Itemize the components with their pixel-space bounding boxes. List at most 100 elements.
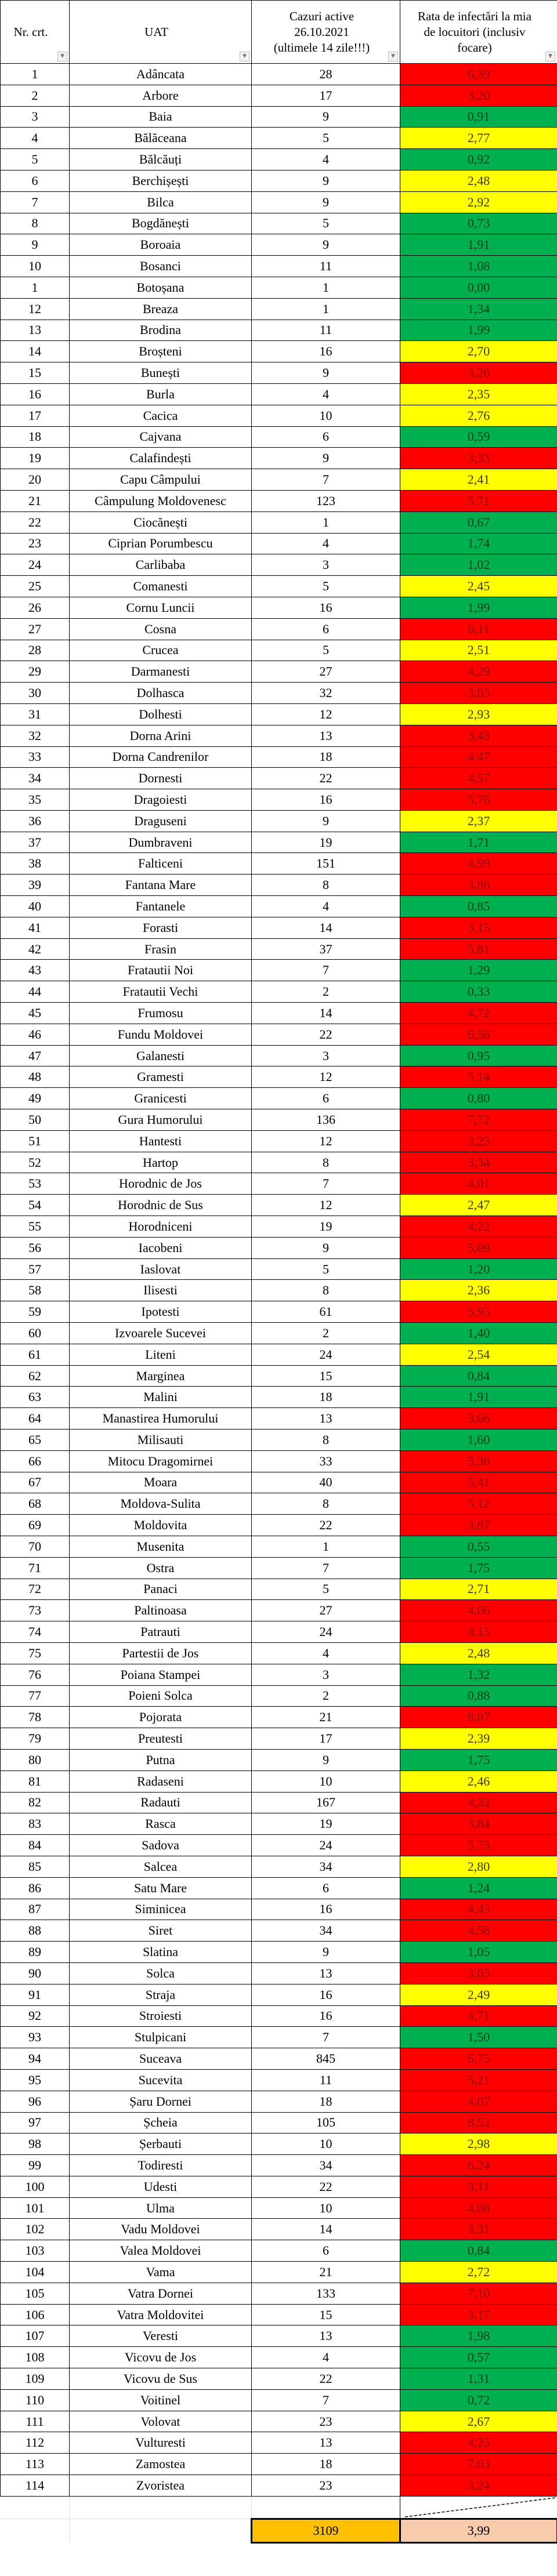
active-cases: 7 (251, 2389, 400, 2411)
active-cases: 61 (251, 1301, 400, 1323)
dropdown-arrow-icon[interactable]: ▼ (57, 52, 67, 61)
uat-name: Broșteni (69, 340, 252, 363)
uat-name: Câmpulung Moldovenesc (69, 489, 252, 512)
active-cases: 9 (251, 169, 400, 192)
active-cases: 9 (251, 1748, 400, 1771)
table-row: 36 Draguseni 9 2,37 (0, 810, 557, 832)
uat-name: Solca (69, 1962, 252, 1984)
table-row: 35 Dragoiesti 16 5,76 (0, 789, 557, 811)
table-row: 40 Fantanele 4 0,85 (0, 895, 557, 917)
active-cases: 15 (251, 1365, 400, 1387)
table-row: 82 Radauti 167 4,32 (0, 1791, 557, 1814)
uat-name: Preutesti (69, 1728, 252, 1750)
row-number: 31 (0, 703, 70, 725)
active-cases: 5 (251, 1258, 400, 1280)
row-number: 32 (0, 724, 70, 747)
table-row: 95 Sucevita 11 5,21 (0, 2069, 557, 2091)
infection-rate: 5,21 (400, 2069, 557, 2091)
row-number: 5 (0, 148, 70, 170)
active-cases: 8 (251, 1151, 400, 1174)
active-cases: 12 (251, 1194, 400, 1217)
header-cases-line: Cazuri active (289, 9, 355, 23)
empty-cell (251, 2496, 400, 2519)
active-cases: 4 (251, 2346, 400, 2369)
uat-name: Frasin (69, 938, 252, 960)
dropdown-arrow-icon[interactable]: ▼ (240, 52, 249, 61)
table-row: 107 Veresti 13 1,98 (0, 2325, 557, 2348)
uat-name: Putna (69, 1748, 252, 1771)
infection-rate: 6,75 (400, 2048, 557, 2070)
empty-cell (69, 2519, 252, 2543)
infection-rate: 3,15 (400, 916, 557, 939)
table-row: 100 Udesti 22 3,11 (0, 2175, 557, 2198)
row-number: 20 (0, 469, 70, 491)
active-cases: 13 (251, 1407, 400, 1430)
active-cases: 16 (251, 1983, 400, 2006)
active-cases: 9 (251, 362, 400, 384)
uat-name: Botoșana (69, 276, 252, 299)
active-cases: 9 (251, 1941, 400, 1963)
uat-name: Radauti (69, 1791, 252, 1814)
header-cases-line: 26.10.2021 (294, 24, 349, 39)
header-cases-line: (ultimele 14 zile!!!) (273, 40, 370, 55)
dropdown-arrow-icon[interactable]: ▼ (545, 52, 555, 61)
row-number: 28 (0, 639, 70, 662)
active-cases: 11 (251, 2069, 400, 2091)
active-cases: 7 (251, 469, 400, 491)
active-cases: 5 (251, 127, 400, 150)
active-cases: 151 (251, 852, 400, 875)
uat-name: Stulpicani (69, 2026, 252, 2049)
row-number: 77 (0, 1685, 70, 1707)
infection-rate: 1,05 (400, 1941, 557, 1963)
table-row: 30 Dolhasca 32 3,05 (0, 682, 557, 704)
infection-rate: 5,76 (400, 789, 557, 811)
uat-name: Adâncata (69, 63, 252, 85)
infection-rate: 4,45 (400, 1898, 557, 1921)
row-number: 89 (0, 1941, 70, 1963)
active-cases: 7 (251, 1173, 400, 1195)
active-cases: 1 (251, 1535, 400, 1558)
table-row: 37 Dumbraveni 19 1,71 (0, 831, 557, 854)
infection-rate: 1,29 (400, 959, 557, 982)
infection-rate: 4,25 (400, 2432, 557, 2454)
infection-rate: 2,48 (400, 1642, 557, 1664)
row-number: 82 (0, 1791, 70, 1814)
uat-name: Voitinel (69, 2389, 252, 2411)
table-row: 18 Cajvana 6 0,59 (0, 426, 557, 448)
row-number: 46 (0, 1023, 70, 1046)
infection-rate: 2,41 (400, 469, 557, 491)
infection-rate: 2,98 (400, 2133, 557, 2156)
active-cases: 17 (251, 84, 400, 107)
uat-name: Moara (69, 1471, 252, 1494)
infection-rate: 2,36 (400, 1279, 557, 1302)
active-cases: 9 (251, 447, 400, 470)
table-row: 73 Paltinoasa 27 4,06 (0, 1599, 557, 1622)
active-cases: 16 (251, 2005, 400, 2027)
row-number: 64 (0, 1407, 70, 1430)
row-number: 29 (0, 661, 70, 683)
active-cases: 4 (251, 148, 400, 170)
active-cases: 24 (251, 1621, 400, 1643)
row-number: 24 (0, 554, 70, 576)
active-cases: 9 (251, 810, 400, 832)
uat-name: Slatina (69, 1941, 252, 1963)
uat-name: Dumbraveni (69, 831, 252, 854)
table-row: 45 Frumosu 14 4,72 (0, 1002, 557, 1024)
table-row: 15 Bunești 9 3,26 (0, 362, 557, 384)
active-cases: 3 (251, 554, 400, 576)
table-row: 7 Bilca 9 2,92 (0, 191, 557, 213)
infection-rate: 1,99 (400, 319, 557, 342)
table-row: 60 Izvoarele Sucevei 2 1,40 (0, 1322, 557, 1344)
uat-name: Brodina (69, 319, 252, 342)
infection-rate: 5,36 (400, 1450, 557, 1472)
table-row: 28 Crucea 5 2,51 (0, 639, 557, 662)
table-row: 69 Moldovita 22 3,87 (0, 1514, 557, 1536)
row-number: 53 (0, 1173, 70, 1195)
dropdown-arrow-icon[interactable]: ▼ (388, 52, 398, 61)
active-cases: 9 (251, 1236, 400, 1259)
row-number: 90 (0, 1962, 70, 1984)
table-row: 3 Baia 9 0,91 (0, 106, 557, 128)
uat-name: Straja (69, 1983, 252, 2006)
infection-rate: 5,95 (400, 1301, 557, 1323)
row-number: 65 (0, 1429, 70, 1451)
